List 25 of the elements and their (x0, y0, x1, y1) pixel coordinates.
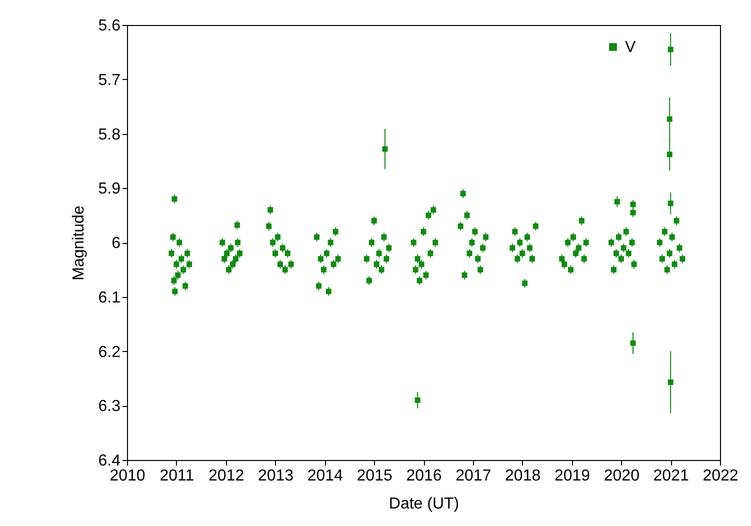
x-tick-label: 2013 (258, 468, 294, 484)
x-tick-label: 2020 (604, 468, 640, 484)
y-tick-label: 6.1 (98, 289, 121, 306)
y-axis-title: Magnitude (70, 206, 88, 280)
x-tick-label: 2022 (702, 468, 738, 484)
x-tick-label: 2019 (554, 468, 590, 484)
x-tick-label: 2021 (653, 468, 689, 484)
y-tick-label: 6.3 (98, 398, 121, 416)
y-tick-label: 6.4 (98, 452, 121, 470)
y-tick-label: 6.2 (98, 344, 121, 361)
x-axis-title: Date (UT) (388, 496, 460, 512)
legend-label: V (625, 39, 636, 56)
x-tick-label: 2014 (307, 468, 344, 484)
x-tick-label: 2017 (456, 468, 492, 484)
x-tick-label: 2011 (160, 468, 194, 484)
y-tick-label: 5.8 (98, 126, 121, 144)
x-tick-label: 2012 (208, 468, 244, 484)
y-tick-label: 5.6 (98, 18, 121, 34)
x-tick-label: 2018 (505, 468, 541, 484)
x-tick-label: 2015 (356, 468, 392, 484)
x-tick-label: 2010 (110, 468, 146, 484)
y-tick-label: 6 (112, 235, 121, 252)
y-tick-label: 5.7 (98, 72, 121, 89)
x-tick-label: 2016 (406, 468, 442, 484)
y-tick-label: 5.9 (98, 180, 121, 198)
